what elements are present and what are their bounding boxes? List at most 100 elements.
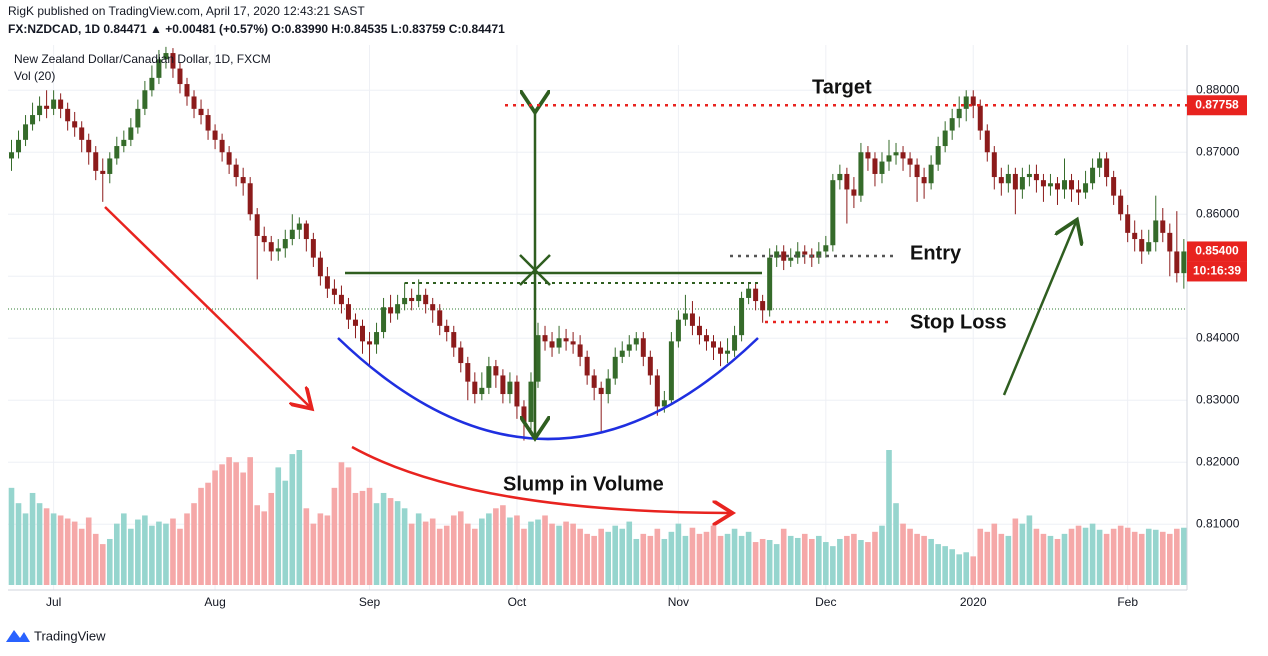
- candle-body: [486, 366, 492, 388]
- volume-bar: [787, 535, 794, 585]
- x-tick-label: Nov: [668, 595, 689, 609]
- candle-body: [682, 313, 688, 320]
- header-line2: FX:NZDCAD, 1D 0.84471 ▲ +0.00481 (+0.57%…: [8, 22, 505, 36]
- volume-bar: [345, 467, 352, 585]
- volume-bar: [682, 535, 689, 585]
- candle-body: [296, 223, 302, 230]
- volume-bar: [338, 462, 345, 585]
- volume-bar: [893, 503, 899, 585]
- x-tick-label: Dec: [815, 595, 836, 609]
- volume-bar: [837, 538, 843, 585]
- candle-body: [493, 366, 499, 376]
- volume-bar: [696, 533, 703, 585]
- candle-body: [879, 161, 885, 174]
- candle-body: [191, 96, 197, 109]
- volume-bar: [612, 525, 619, 585]
- candle-body: [696, 325, 702, 336]
- candle-body: [711, 341, 716, 348]
- volume-bar: [703, 531, 710, 585]
- volume-bar: [956, 554, 962, 585]
- volume-bar: [465, 523, 471, 585]
- candle-body: [612, 356, 618, 379]
- volume-bar: [114, 523, 120, 585]
- volume-bar: [493, 508, 499, 585]
- candle-body: [367, 341, 373, 345]
- candle-body: [872, 158, 878, 174]
- volume-bar: [872, 531, 878, 585]
- volume-bar: [1040, 533, 1047, 585]
- volume-bar: [275, 467, 282, 585]
- target-label: Target: [812, 76, 872, 98]
- volume-bar: [43, 508, 50, 585]
- volume-bar: [970, 556, 977, 585]
- volume-bar: [261, 511, 268, 585]
- volume-bar: [29, 492, 36, 585]
- volume-bar: [991, 523, 998, 585]
- candle-body: [718, 347, 724, 354]
- candle-body: [261, 235, 267, 243]
- volume-bar: [163, 523, 169, 585]
- candle-body: [795, 251, 801, 258]
- candle-body: [598, 387, 604, 395]
- candle-body: [444, 325, 450, 333]
- candle-body: [79, 127, 85, 140]
- candle-body: [774, 251, 780, 258]
- candle-body: [914, 164, 920, 178]
- candle-body: [1160, 220, 1166, 233]
- volume-bar: [205, 482, 211, 585]
- candle-body: [100, 170, 106, 174]
- volume-bar: [1096, 529, 1103, 585]
- candle-body: [374, 332, 380, 345]
- candle-body: [451, 332, 457, 348]
- volume-bar: [268, 492, 275, 585]
- volume-bar: [633, 538, 640, 585]
- candle-body: [458, 347, 464, 364]
- volume-bar: [1075, 525, 1082, 585]
- candle-body: [1118, 195, 1124, 215]
- stop-loss-label: Stop Loss: [910, 311, 1007, 333]
- candle-body: [233, 164, 239, 178]
- volume-bar: [549, 523, 555, 585]
- candle-body: [654, 375, 660, 407]
- volume-bar: [1174, 528, 1180, 585]
- volume-bar: [401, 508, 408, 585]
- candle-body: [1125, 214, 1131, 233]
- candle-body: [395, 304, 401, 314]
- volume-bar: [366, 487, 373, 585]
- candle-body: [584, 356, 590, 376]
- volume-bar: [717, 535, 724, 585]
- candle-body: [521, 406, 527, 422]
- volume-bar: [15, 503, 22, 585]
- volume-bar: [170, 518, 176, 585]
- volume-bar: [212, 470, 218, 585]
- volume-bar: [296, 450, 303, 585]
- volume-bar: [584, 533, 590, 585]
- candle-body: [626, 344, 632, 351]
- candle-body: [430, 304, 436, 311]
- volume-bar: [1131, 531, 1138, 585]
- candle-body: [128, 127, 134, 140]
- volume-bar: [654, 528, 661, 585]
- candle-body: [802, 251, 808, 255]
- candle-body: [781, 251, 787, 261]
- volume-bar: [457, 511, 464, 585]
- candle-body: [72, 121, 78, 128]
- candle-body: [1153, 220, 1159, 243]
- volume-bar: [8, 487, 15, 585]
- candle-body: [816, 251, 822, 258]
- volume-note: Slump in Volume: [503, 473, 664, 495]
- volume-bar: [921, 535, 927, 585]
- y-tick-label: 0.81000: [1196, 516, 1240, 530]
- volume-bar: [1047, 535, 1054, 585]
- candle-body: [1012, 173, 1018, 190]
- candle-body: [121, 139, 127, 147]
- volume-bar: [121, 513, 127, 585]
- header-line1: RigK published on TradingView.com, April…: [8, 4, 365, 18]
- candle-body: [472, 381, 478, 395]
- candle-body: [479, 387, 485, 395]
- candle-body: [556, 338, 562, 348]
- candle-body: [760, 301, 766, 311]
- candle-body: [23, 124, 29, 140]
- annotations: Target Entry Stop Loss Slump in Volume: [104, 76, 1076, 513]
- volume-bar: [507, 517, 513, 585]
